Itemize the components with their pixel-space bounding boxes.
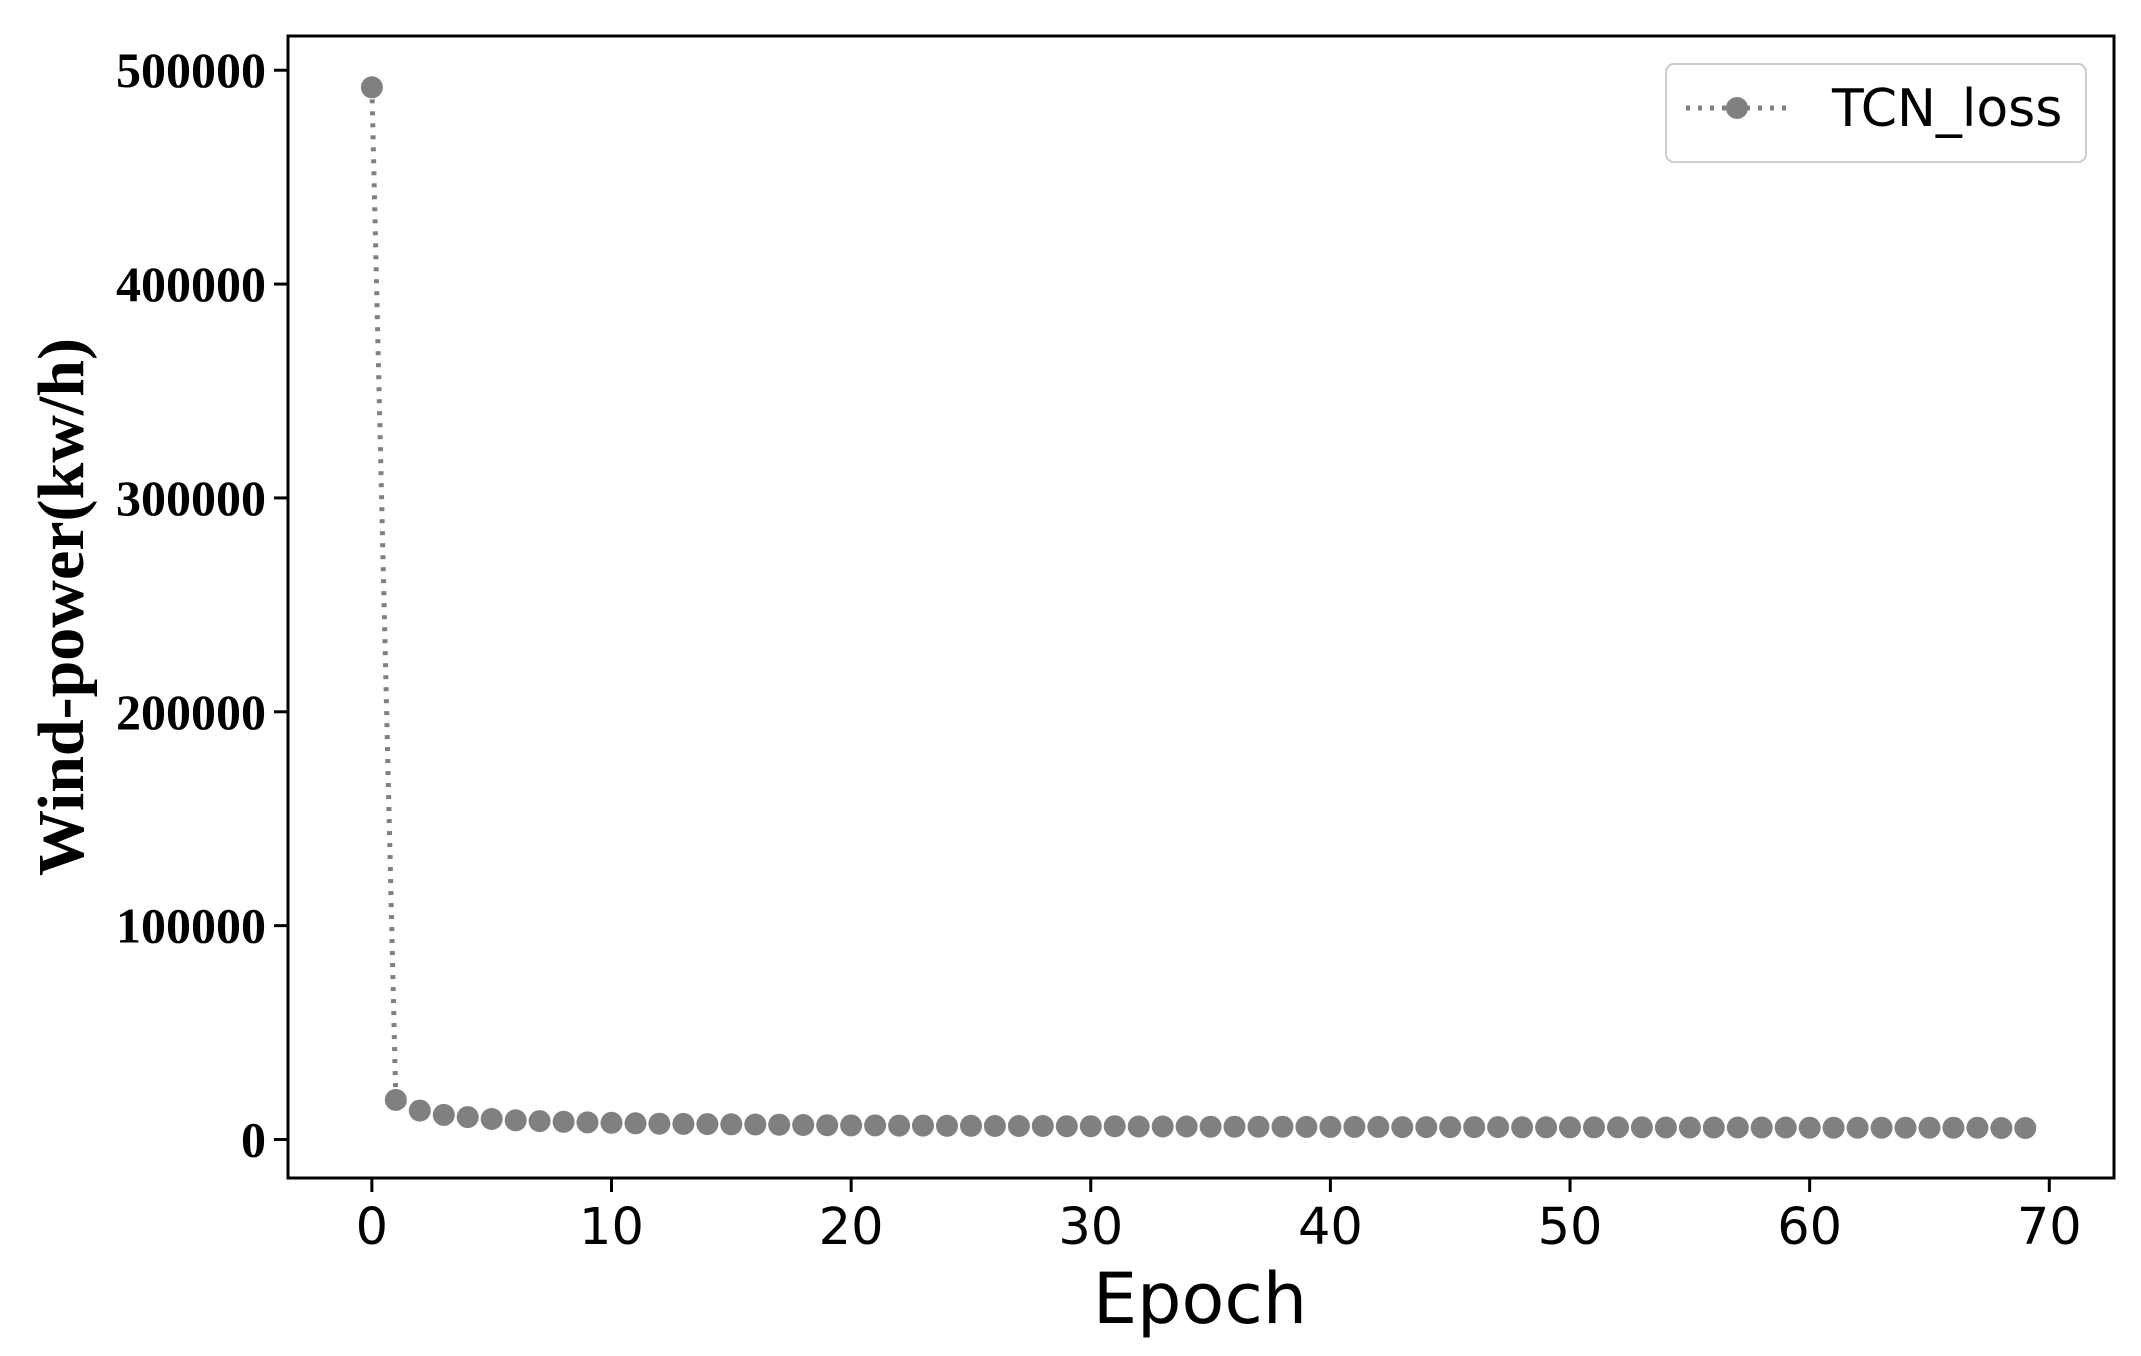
- y-tick-label: 100000: [116, 898, 266, 954]
- data-point: [1750, 1116, 1773, 1139]
- x-tick-label: 20: [819, 1198, 884, 1257]
- data-point: [1846, 1116, 1869, 1139]
- data-point: [1535, 1116, 1558, 1139]
- data-point: [432, 1103, 455, 1126]
- x-tick-label: 30: [1058, 1198, 1123, 1257]
- data-point: [1367, 1115, 1390, 1138]
- x-tick-label: 70: [2017, 1198, 2082, 1257]
- data-point: [1726, 1116, 1749, 1139]
- y-tick-label: 500000: [116, 42, 266, 98]
- data-point: [1415, 1116, 1438, 1139]
- data-point: [1870, 1116, 1893, 1139]
- data-point: [912, 1114, 934, 1137]
- data-point: [2014, 1117, 2037, 1139]
- data-point: [504, 1109, 527, 1132]
- data-point: [1966, 1116, 1989, 1139]
- data-point: [480, 1108, 503, 1130]
- data-point: [1487, 1116, 1510, 1139]
- data-point: [696, 1113, 719, 1136]
- data-point: [1079, 1115, 1102, 1138]
- data-point: [1175, 1115, 1198, 1138]
- data-point: [1678, 1116, 1701, 1139]
- data-point: [792, 1114, 815, 1136]
- data-point: [1127, 1115, 1150, 1138]
- data-point: [576, 1111, 599, 1134]
- series-layer: [360, 76, 2037, 1139]
- data-point: [1942, 1116, 1965, 1139]
- data-point: [1319, 1115, 1342, 1138]
- data-point: [1607, 1116, 1629, 1139]
- data-point: [624, 1112, 647, 1135]
- data-point: [1199, 1115, 1222, 1138]
- data-point: [648, 1112, 671, 1135]
- data-point: [1774, 1116, 1797, 1139]
- data-point: [1894, 1116, 1917, 1139]
- data-point: [1630, 1116, 1653, 1139]
- data-point: [720, 1113, 743, 1136]
- data-point: [1223, 1115, 1246, 1138]
- x-axis-label: Epoch: [1093, 1258, 1307, 1340]
- data-point: [672, 1112, 695, 1135]
- data-point: [1798, 1116, 1821, 1139]
- legend: TCN_loss: [1665, 63, 2087, 163]
- legend-box: [1665, 63, 2087, 163]
- data-point: [1439, 1116, 1462, 1139]
- data-point: [1031, 1115, 1054, 1137]
- data-point: [1822, 1116, 1845, 1139]
- data-point: [1391, 1116, 1414, 1139]
- y-tick-label: 300000: [116, 470, 266, 526]
- data-point: [840, 1114, 863, 1137]
- data-point: [384, 1088, 407, 1111]
- data-point: [864, 1114, 887, 1137]
- data-point: [816, 1114, 839, 1137]
- data-point: [1271, 1115, 1294, 1138]
- x-tick-label: 0: [356, 1198, 388, 1257]
- y-tick-label: 200000: [116, 684, 266, 740]
- data-point: [1583, 1116, 1605, 1139]
- data-point: [1702, 1116, 1725, 1139]
- data-point: [1990, 1117, 2013, 1139]
- data-point: [600, 1111, 623, 1134]
- x-tick-label: 40: [1298, 1198, 1363, 1257]
- data-point: [744, 1113, 767, 1136]
- data-point: [1007, 1115, 1030, 1137]
- data-point: [456, 1106, 479, 1129]
- data-point: [1247, 1115, 1270, 1138]
- data-point: [1918, 1116, 1941, 1139]
- data-point: [1103, 1115, 1126, 1138]
- data-point: [1511, 1116, 1534, 1139]
- x-tick-label: 50: [1538, 1198, 1603, 1257]
- data-point: [1295, 1115, 1318, 1138]
- data-point: [1654, 1116, 1677, 1139]
- data-point: [1151, 1115, 1174, 1138]
- data-point: [1055, 1115, 1078, 1138]
- data-point: [360, 76, 383, 99]
- data-point: [552, 1110, 575, 1133]
- y-tick-label: 0: [241, 1112, 266, 1168]
- data-point: [936, 1114, 958, 1137]
- legend-marker: [1726, 97, 1748, 119]
- data-point: [960, 1114, 982, 1137]
- plot-area-frame: [286, 34, 2116, 1180]
- data-point: [408, 1099, 431, 1122]
- data-point: [768, 1113, 791, 1136]
- series-line: [369, 87, 2026, 1131]
- data-point: [983, 1115, 1006, 1137]
- legend-label: TCN_loss: [1831, 79, 2062, 139]
- y-axis-ticks: 0 100000 200000 300000 400000 500000: [116, 42, 288, 1168]
- x-axis-ticks: 0 10 20 30 40 50 60 70: [356, 1178, 2082, 1257]
- y-tick-label: 400000: [116, 256, 266, 312]
- y-axis-label: Wind-power(kw/h): [25, 338, 98, 876]
- data-point: [888, 1114, 911, 1137]
- x-tick-label: 60: [1777, 1198, 1842, 1257]
- x-tick-label: 10: [579, 1198, 644, 1257]
- data-point: [1559, 1116, 1581, 1139]
- data-point: [1343, 1115, 1366, 1138]
- data-point: [1463, 1116, 1486, 1139]
- data-point: [528, 1110, 551, 1133]
